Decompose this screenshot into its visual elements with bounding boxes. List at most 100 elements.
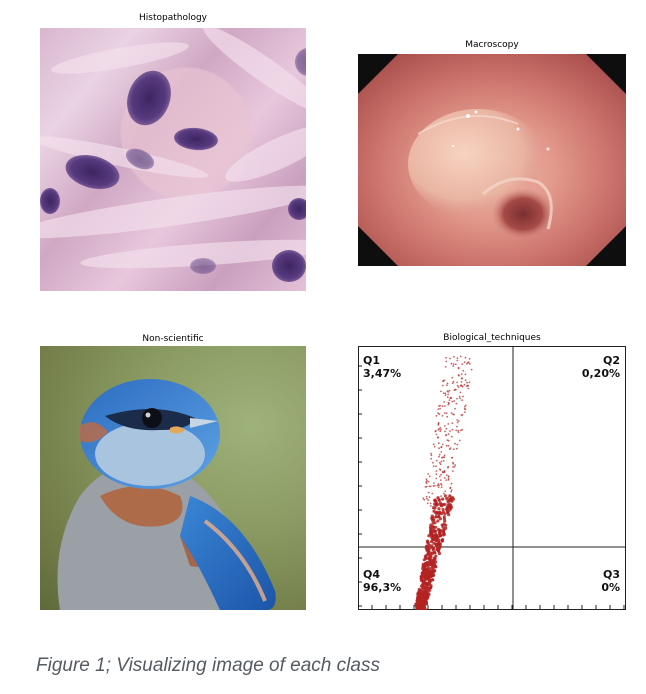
scatter-point <box>439 430 441 432</box>
scatter-point <box>467 385 469 387</box>
scatter-point <box>445 357 447 359</box>
scatter-point <box>430 458 432 460</box>
scatter-point <box>432 510 435 513</box>
scatter-point <box>429 496 431 498</box>
scatter-point <box>426 593 429 596</box>
scatter-point <box>445 366 447 368</box>
scatter-point <box>469 381 471 383</box>
scatter-point <box>460 356 462 358</box>
scatter-point <box>446 503 448 505</box>
scatter-point <box>416 606 419 609</box>
scatter-point <box>455 430 457 432</box>
scatter-point <box>438 484 440 486</box>
scatter-point <box>442 503 444 505</box>
scatter-point <box>420 595 423 598</box>
scatter-point <box>464 411 466 413</box>
scatter-point <box>435 515 438 518</box>
scatter-point <box>461 399 463 401</box>
scatter-point <box>420 579 423 582</box>
scatter-point <box>426 547 429 550</box>
scatter-point <box>447 390 449 392</box>
scatter-point <box>426 561 429 564</box>
scatter-point <box>456 382 458 384</box>
bird-illustration <box>40 346 306 610</box>
scatter-point <box>454 389 456 391</box>
q2-value: 0,20% <box>582 367 620 380</box>
scatter-point <box>440 469 442 471</box>
scatter-point <box>439 476 441 478</box>
scatter-point <box>447 439 449 441</box>
scatter-point <box>446 445 448 447</box>
scatter-point <box>431 564 434 567</box>
scatter-point <box>452 413 454 415</box>
scatter-point <box>436 415 438 417</box>
scatter-point <box>417 600 420 603</box>
scatter-point <box>450 397 452 399</box>
scatter-point <box>459 440 461 442</box>
scatter-point <box>434 446 436 448</box>
scatter-point <box>429 475 431 477</box>
scatter-point <box>444 494 447 497</box>
scatter-point <box>427 473 429 475</box>
scatter-point <box>440 391 442 393</box>
scatter-point <box>433 551 436 554</box>
scatter-point <box>443 460 445 462</box>
scatter-point <box>450 491 452 493</box>
scatter-point <box>433 521 436 524</box>
scatter-point <box>444 412 446 414</box>
scatter-point <box>447 513 450 516</box>
scatter-point <box>434 543 437 546</box>
scatter-point <box>459 396 461 398</box>
scatter-point <box>426 496 428 498</box>
scatter-point <box>458 431 460 433</box>
scatter-point <box>461 414 463 416</box>
scatter-point <box>427 534 430 537</box>
scatter-point <box>424 557 427 560</box>
scatter-point <box>431 454 433 456</box>
scatter-point <box>443 493 445 495</box>
scatter-point <box>444 425 446 427</box>
scatter-point <box>432 574 435 577</box>
scatter-point <box>453 448 455 450</box>
scatter-point <box>452 470 454 472</box>
scatter-point <box>446 416 448 418</box>
scatter-point <box>437 412 439 414</box>
scatter-point <box>438 447 440 449</box>
q1-value: 3,47% <box>363 367 401 380</box>
scatter-point <box>442 511 445 514</box>
scatter-point <box>444 477 446 479</box>
scatter-point <box>457 385 459 387</box>
histopathology-image <box>40 28 306 291</box>
scatter-point <box>427 564 430 567</box>
scatter-point <box>430 505 432 507</box>
scatter-point <box>458 420 460 422</box>
scatter-point <box>431 493 433 495</box>
scatter-point <box>447 423 449 425</box>
q3-value: 0% <box>601 581 620 594</box>
scatter-point <box>436 460 438 462</box>
scatter-point <box>449 358 451 360</box>
scatter-point <box>438 428 440 430</box>
scatter-point <box>454 408 456 410</box>
scatter-point <box>436 497 438 499</box>
scatter-point <box>451 412 453 414</box>
scatter-point <box>448 495 450 497</box>
scatter-point <box>427 502 429 504</box>
scatter-point <box>433 504 435 506</box>
scatter-point <box>456 444 458 446</box>
scatter-point <box>424 599 427 602</box>
scatter-point <box>435 478 437 480</box>
scatter-point <box>456 419 458 421</box>
scatter-point <box>461 373 463 375</box>
scatter-point <box>446 412 448 414</box>
scatter-point <box>443 380 445 382</box>
scatter-point <box>464 384 466 386</box>
scatter-point <box>448 433 450 435</box>
scatter-point <box>421 599 424 602</box>
scatter-point <box>428 481 430 483</box>
scatter-point <box>451 457 453 459</box>
scatter-point <box>452 429 454 431</box>
q3-label: Q3 <box>603 568 620 581</box>
scatter-point <box>457 357 459 359</box>
scatter-point <box>424 576 427 579</box>
